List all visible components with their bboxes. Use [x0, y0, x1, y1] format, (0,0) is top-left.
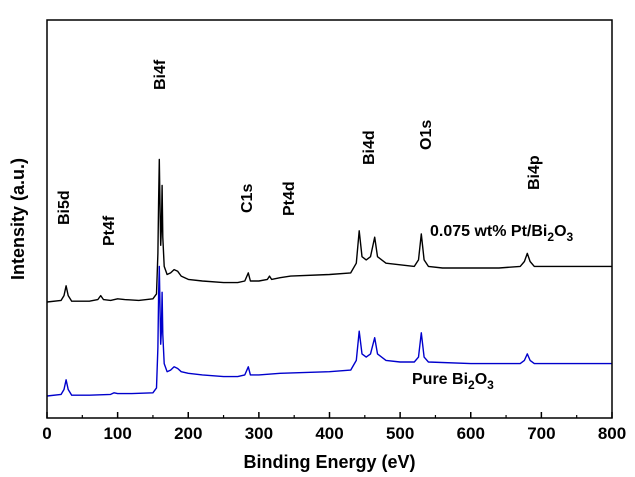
series-label-part: O — [475, 371, 487, 388]
x-tick-label: 500 — [386, 424, 414, 443]
series-label-part: 0.075 wt% Pt/Bi — [430, 223, 547, 240]
series-label-part: O — [554, 223, 566, 240]
x-tick-label: 700 — [527, 424, 555, 443]
series-label-part: 2 — [468, 378, 475, 392]
series-label-part: Pure Bi — [412, 371, 468, 388]
x-ticks: 0 100 200 300 400 500 600 700 800 — [42, 412, 626, 443]
series-label-part: 3 — [567, 230, 574, 244]
x-tick-label: 400 — [315, 424, 343, 443]
series-label-part: 2 — [547, 230, 554, 244]
series-label-1: Pure Bi2O3 — [412, 371, 494, 392]
peak-label: O1s — [418, 120, 435, 150]
x-tick-label: 800 — [598, 424, 626, 443]
x-axis-title: Binding Energy (eV) — [243, 452, 415, 472]
series-line-1 — [46, 265, 612, 397]
x-tick-label: 300 — [245, 424, 273, 443]
series-label-0: 0.075 wt% Pt/Bi2O3 — [430, 223, 574, 244]
y-axis-title: Intensity (a.u.) — [8, 158, 28, 280]
peak-label: Pt4d — [281, 181, 298, 216]
peak-label: Pt4f — [101, 215, 118, 246]
x-tick-label: 0 — [42, 424, 51, 443]
peak-labels: Bi5d Pt4f Bi4f C1s Pt4d Bi4d O1s Bi4p — [56, 59, 543, 246]
peak-label: Bi4f — [152, 59, 169, 90]
peak-label: Bi4p — [526, 155, 543, 190]
series-label-part: 3 — [487, 378, 494, 392]
series-line-0 — [46, 158, 612, 303]
x-tick-label: 200 — [174, 424, 202, 443]
plot-frame — [46, 19, 613, 419]
x-tick-label: 600 — [457, 424, 485, 443]
x-tick-label: 100 — [103, 424, 131, 443]
peak-label: Bi4d — [361, 130, 378, 165]
peak-label: Bi5d — [56, 190, 73, 225]
peak-label: C1s — [239, 184, 256, 213]
